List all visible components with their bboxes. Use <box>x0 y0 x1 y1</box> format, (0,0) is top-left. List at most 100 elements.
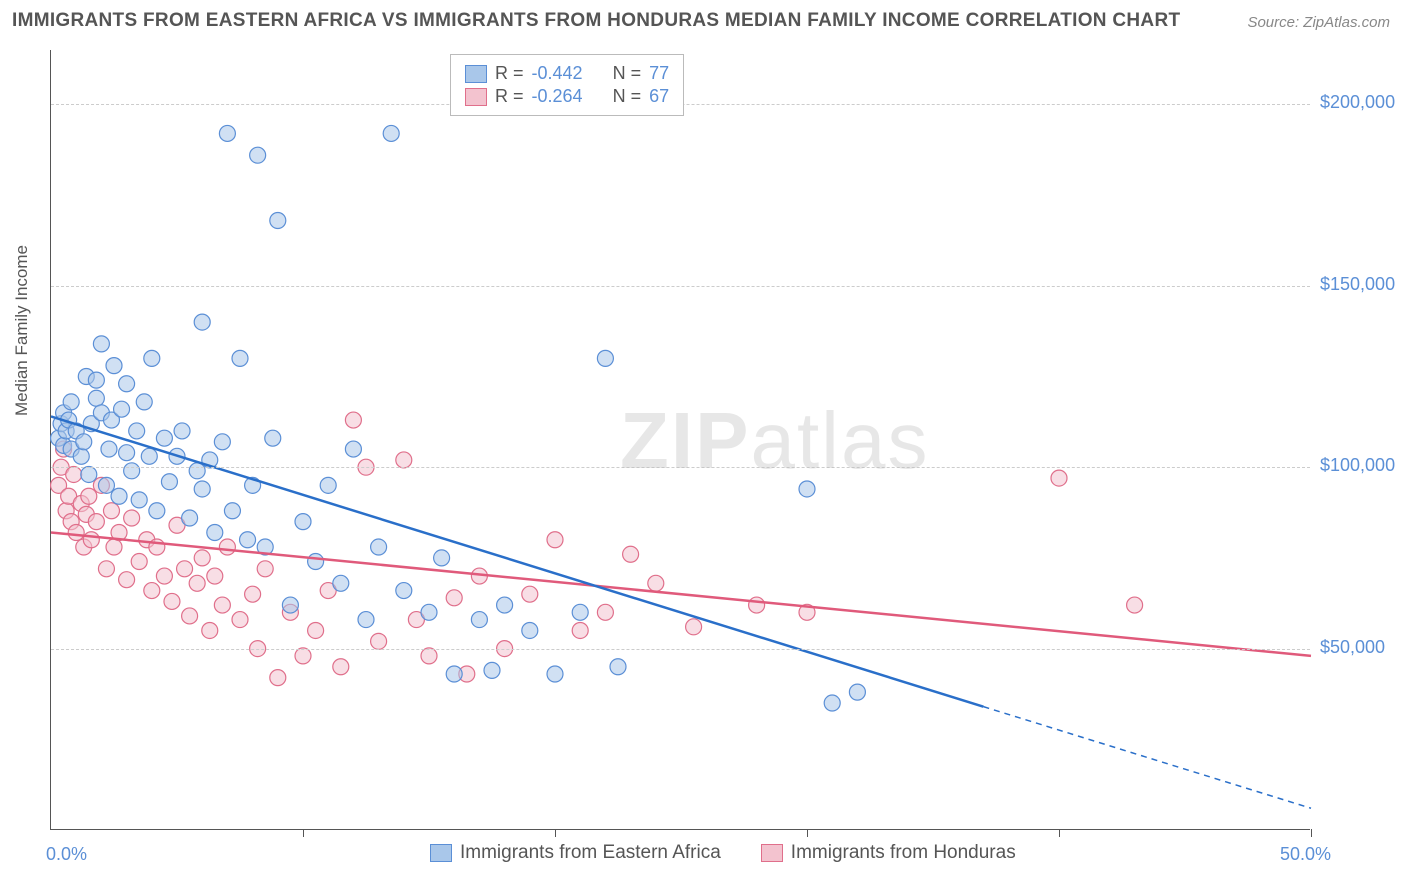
legend-n-label: N = <box>613 63 642 84</box>
point-pink <box>245 586 261 602</box>
trend-blue <box>51 416 983 706</box>
point-pink <box>547 532 563 548</box>
ytick-label: $200,000 <box>1320 92 1395 113</box>
point-blue <box>547 666 563 682</box>
point-pink <box>345 412 361 428</box>
point-pink <box>597 604 613 620</box>
point-pink <box>219 539 235 555</box>
point-blue <box>88 390 104 406</box>
xtick <box>1311 829 1312 837</box>
source-label: Source: ZipAtlas.com <box>1247 14 1390 31</box>
chart-title: IMMIGRANTS FROM EASTERN AFRICA VS IMMIGR… <box>12 10 1180 32</box>
point-blue <box>295 514 311 530</box>
legend-row: R = -0.442 N = 77 <box>465 63 669 84</box>
trend-blue-dash <box>983 707 1311 809</box>
xaxis-max-label: 50.0% <box>1280 844 1331 865</box>
legend-r-label: R = <box>495 63 524 84</box>
ytick-label: $100,000 <box>1320 455 1395 476</box>
point-blue <box>522 622 538 638</box>
point-blue <box>207 525 223 541</box>
point-blue <box>240 532 256 548</box>
point-blue <box>149 503 165 519</box>
point-pink <box>106 539 122 555</box>
point-blue <box>358 612 374 628</box>
legend-bottom-item: Immigrants from Eastern Africa <box>430 842 721 864</box>
legend-swatch-blue <box>430 844 452 862</box>
xtick <box>555 829 556 837</box>
point-pink <box>295 648 311 664</box>
gridline <box>51 467 1310 468</box>
legend-bottom-item: Immigrants from Honduras <box>761 842 1016 864</box>
point-blue <box>119 445 135 461</box>
point-blue <box>396 583 412 599</box>
point-pink <box>1127 597 1143 613</box>
point-blue <box>471 612 487 628</box>
point-blue <box>136 394 152 410</box>
point-blue <box>849 684 865 700</box>
point-pink <box>686 619 702 635</box>
point-blue <box>282 597 298 613</box>
point-pink <box>144 583 160 599</box>
point-blue <box>194 481 210 497</box>
legend-swatch-pink <box>465 88 487 106</box>
point-pink <box>308 622 324 638</box>
point-blue <box>81 466 97 482</box>
plot-svg <box>51 50 1310 829</box>
point-blue <box>497 597 513 613</box>
point-pink <box>421 648 437 664</box>
point-pink <box>81 488 97 504</box>
point-pink <box>88 514 104 530</box>
point-blue <box>106 358 122 374</box>
point-blue <box>232 350 248 366</box>
point-blue <box>345 441 361 457</box>
point-blue <box>156 430 172 446</box>
point-blue <box>421 604 437 620</box>
point-blue <box>371 539 387 555</box>
point-pink <box>131 554 147 570</box>
point-pink <box>257 561 273 577</box>
legend-bottom-label: Immigrants from Eastern Africa <box>460 842 721 864</box>
point-blue <box>124 463 140 479</box>
point-blue <box>270 213 286 229</box>
point-blue <box>189 463 205 479</box>
ytick-label: $150,000 <box>1320 274 1395 295</box>
legend-row: R = -0.264 N = 67 <box>465 86 669 107</box>
point-blue <box>174 423 190 439</box>
point-pink <box>119 572 135 588</box>
point-pink <box>623 546 639 562</box>
point-blue <box>131 492 147 508</box>
ytick-label: $50,000 <box>1320 637 1385 658</box>
point-pink <box>333 659 349 675</box>
point-blue <box>799 481 815 497</box>
point-blue <box>63 394 79 410</box>
point-pink <box>98 561 114 577</box>
point-blue <box>824 695 840 711</box>
legend-swatch-pink <box>761 844 783 862</box>
plot-area <box>50 50 1310 830</box>
point-pink <box>214 597 230 613</box>
point-pink <box>177 561 193 577</box>
xtick <box>303 829 304 837</box>
point-blue <box>333 575 349 591</box>
point-blue <box>572 604 588 620</box>
point-pink <box>1051 470 1067 486</box>
gridline <box>51 649 1310 650</box>
trend-pink <box>51 533 1311 656</box>
point-blue <box>224 503 240 519</box>
gridline <box>51 286 1310 287</box>
xtick <box>807 829 808 837</box>
point-pink <box>164 593 180 609</box>
point-pink <box>207 568 223 584</box>
point-pink <box>194 550 210 566</box>
legend-n-label: N = <box>613 86 642 107</box>
point-blue <box>434 550 450 566</box>
point-blue <box>265 430 281 446</box>
point-pink <box>182 608 198 624</box>
point-pink <box>371 633 387 649</box>
xaxis-min-label: 0.0% <box>46 844 87 865</box>
point-blue <box>73 448 89 464</box>
point-pink <box>68 525 84 541</box>
point-blue <box>320 477 336 493</box>
point-blue <box>88 372 104 388</box>
point-blue <box>144 350 160 366</box>
